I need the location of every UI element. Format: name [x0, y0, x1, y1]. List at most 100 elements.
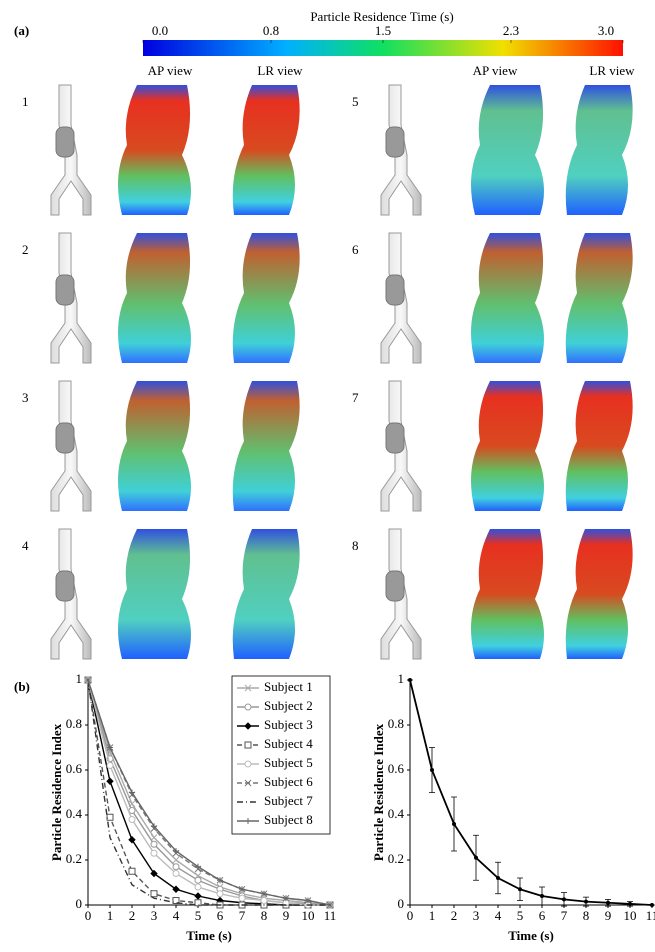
x-tick-label: 0 — [407, 908, 414, 923]
x-tick-label: 11 — [324, 908, 337, 923]
legend-label: Subject 7 — [264, 793, 313, 808]
marker — [217, 891, 223, 897]
marker — [261, 898, 267, 904]
colorbar-tick-label: 3.0 — [598, 23, 614, 38]
y-axis-label: Particle Residence Index — [371, 723, 386, 861]
x-tick-label: 3 — [151, 908, 158, 923]
marker — [173, 871, 179, 877]
marker — [195, 884, 201, 890]
legend-label: Subject 6 — [264, 774, 313, 789]
y-tick-label: 0.2 — [66, 851, 82, 866]
point — [430, 768, 434, 772]
lr-render — [233, 85, 300, 215]
lr-render — [566, 529, 633, 659]
colorbar-tick-label: 1.5 — [375, 23, 391, 38]
marker — [129, 868, 135, 874]
marker — [151, 835, 157, 841]
colorbar-tick-label: 0.8 — [263, 23, 279, 38]
x-tick-label: 5 — [195, 908, 202, 923]
point — [496, 876, 500, 880]
marker — [173, 864, 179, 870]
point — [518, 887, 522, 891]
y-tick-label: 0.2 — [388, 851, 404, 866]
marker — [195, 877, 201, 883]
y-tick-label: 0.4 — [66, 806, 83, 821]
legend-label: Subject 4 — [264, 736, 313, 751]
subject-number: 8 — [352, 538, 359, 553]
aneurysm — [386, 423, 404, 453]
marker — [151, 841, 157, 847]
y-tick-label: 0 — [398, 896, 405, 911]
view-label: LR view — [589, 63, 635, 78]
legend-label: Subject 1 — [264, 679, 313, 694]
x-tick-label: 7 — [561, 908, 568, 923]
x-tick-label: 4 — [495, 908, 502, 923]
y-axis-label: Particle Residence Index — [49, 723, 64, 861]
legend-label: Subject 8 — [264, 812, 313, 827]
marker — [245, 761, 251, 767]
ap-render — [118, 85, 191, 215]
y-tick-label: 0.8 — [66, 716, 82, 731]
lr-render — [566, 85, 633, 215]
x-tick-label: 4 — [173, 908, 180, 923]
aneurysm — [56, 275, 74, 305]
x-axis-label: Time (s) — [508, 928, 554, 943]
colorbar-title: Particle Residence Time (s) — [310, 9, 453, 24]
aneurysm — [56, 423, 74, 453]
marker — [239, 895, 245, 901]
point — [408, 678, 412, 682]
x-tick-label: 11 — [646, 908, 655, 923]
point — [452, 822, 456, 826]
y-tick-label: 0.6 — [388, 761, 405, 776]
x-tick-label: 9 — [605, 908, 612, 923]
x-tick-label: 0 — [85, 908, 92, 923]
panel-label: (b) — [14, 679, 30, 694]
x-tick-label: 8 — [261, 908, 268, 923]
point — [584, 900, 588, 904]
y-tick-label: 0.8 — [388, 716, 404, 731]
point — [650, 903, 654, 907]
marker — [195, 900, 201, 906]
ap-render — [118, 381, 191, 511]
x-tick-label: 2 — [129, 908, 136, 923]
marker — [245, 742, 251, 748]
figure: (a) Particle Residence Time (s) (b) 0.00… — [0, 0, 655, 952]
ap-render — [118, 233, 191, 363]
point — [628, 902, 632, 906]
view-label: LR view — [257, 63, 303, 78]
x-tick-label: 8 — [583, 908, 590, 923]
x-tick-label: 6 — [539, 908, 546, 923]
x-tick-label: 7 — [239, 908, 246, 923]
x-tick-label: 6 — [217, 908, 224, 923]
x-tick-label: 5 — [517, 908, 524, 923]
marker — [107, 763, 113, 769]
y-tick-label: 1 — [398, 671, 405, 686]
view-label: AP view — [473, 63, 518, 78]
subject-number: 1 — [22, 94, 29, 109]
aneurysm — [386, 571, 404, 601]
legend-label: Subject 3 — [264, 717, 313, 732]
lr-render — [233, 381, 300, 511]
colorbar-tick-label: 0.0 — [152, 23, 168, 38]
x-tick-label: 2 — [451, 908, 458, 923]
view-label: AP view — [148, 63, 193, 78]
x-tick-label: 10 — [624, 908, 637, 923]
subject-number: 3 — [22, 390, 29, 405]
marker — [129, 817, 135, 823]
marker — [107, 778, 113, 784]
x-tick-label: 3 — [473, 908, 480, 923]
x-axis-label: Time (s) — [186, 928, 232, 943]
x-tick-label: 9 — [283, 908, 290, 923]
lr-render — [566, 233, 633, 363]
series-line — [410, 680, 652, 905]
aneurysm — [386, 127, 404, 157]
aneurysm — [386, 275, 404, 305]
subject-number: 5 — [352, 94, 359, 109]
aneurysm — [56, 127, 74, 157]
point — [562, 897, 566, 901]
y-tick-label: 0.6 — [66, 761, 83, 776]
marker — [107, 814, 113, 820]
lr-render — [233, 529, 300, 659]
point — [540, 894, 544, 898]
legend-label: Subject 2 — [264, 698, 313, 713]
